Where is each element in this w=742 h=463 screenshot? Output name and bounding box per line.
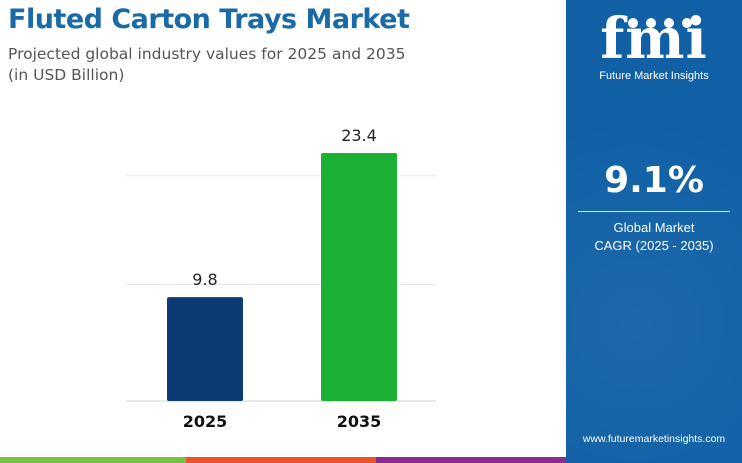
bar-2025 <box>167 297 243 401</box>
bar-chart: 9.8 2025 23.4 2035 <box>126 126 436 431</box>
data-label-2025: 9.8 <box>192 270 217 289</box>
website-link[interactable]: www.futuremarketinsights.com <box>582 433 726 445</box>
cagr-label: Global Market CAGR (2025 - 2035) <box>566 219 742 255</box>
subtitle-line-1: Projected global industry values for 202… <box>8 45 406 63</box>
side-panel: fmi Future Market Insights 9.1% Global M… <box>566 0 742 463</box>
logo-icons <box>628 18 692 28</box>
bar-2035 <box>321 152 397 401</box>
chart-title: Fluted Carton Trays Market <box>8 4 410 35</box>
divider <box>578 211 730 212</box>
footer-segment-green <box>0 457 186 463</box>
footer-color-bar <box>0 457 566 463</box>
data-label-2035: 23.4 <box>341 126 377 145</box>
footer-segment-purple <box>376 457 566 463</box>
logo-subtitle: Future Market Insights <box>599 70 709 82</box>
cagr-value: 9.1% <box>604 160 704 201</box>
footer-segment-orange <box>186 457 376 463</box>
subtitle-line-2: (in USD Billion) <box>8 66 125 84</box>
chart-subtitle: Projected global industry values for 202… <box>8 44 468 86</box>
cagr-label-line-2: CAGR (2025 - 2035) <box>594 238 714 253</box>
x-tick-label-2025: 2025 <box>183 412 228 431</box>
fmi-logo: fmi Future Market Insights <box>566 10 742 82</box>
x-tick-label-2035: 2035 <box>337 412 382 431</box>
cagr-label-line-1: Global Market <box>613 220 695 235</box>
